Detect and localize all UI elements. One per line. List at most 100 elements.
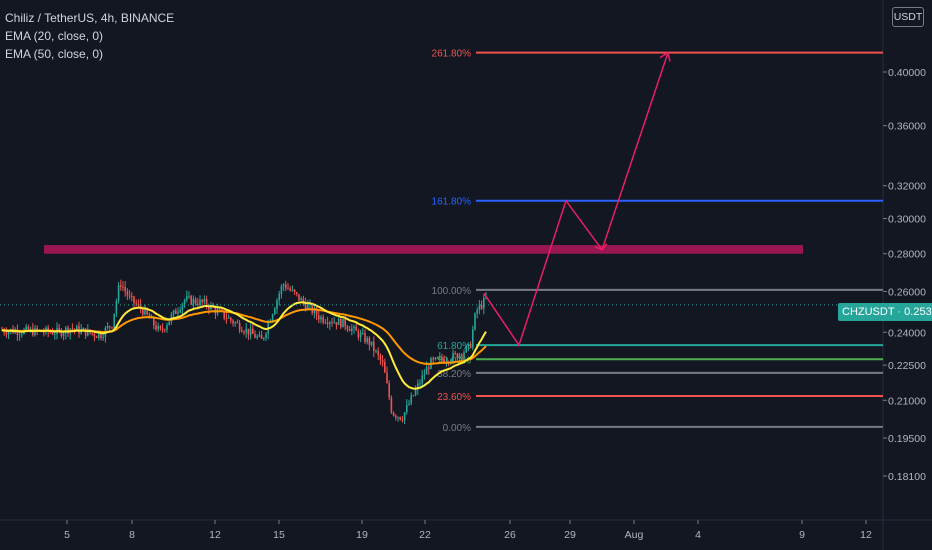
currency-badge[interactable]: USDT [892, 7, 924, 27]
time-tick-label: 22 [419, 529, 431, 541]
candle-body [179, 309, 181, 312]
candle-body [414, 389, 417, 396]
candle-body [131, 296, 133, 298]
candle-body [340, 318, 342, 328]
candle-body [337, 318, 340, 326]
candle-body [434, 357, 437, 360]
candle-body [285, 284, 287, 289]
candle-body [194, 298, 197, 304]
time-tick-label: 4 [695, 529, 701, 541]
candle-body [485, 297, 487, 299]
fib-level-label: 100.00% [432, 286, 472, 297]
candle-body [353, 326, 355, 329]
ema20-line [1, 301, 487, 390]
candle-body [203, 299, 206, 303]
candle-body [357, 330, 360, 338]
candle-body [208, 305, 210, 310]
candle-body [175, 310, 177, 314]
price-tick-label: 0.26000 [888, 286, 926, 298]
time-tick-label: 19 [356, 529, 368, 541]
candle-body [91, 333, 93, 335]
time-tick-label: 9 [799, 529, 805, 541]
candle-body [245, 328, 247, 333]
candle-body [166, 325, 168, 330]
candle-body [153, 317, 155, 326]
candle-body [71, 328, 74, 330]
candle-body [384, 362, 386, 373]
candle-body [331, 322, 333, 324]
candle-body [47, 327, 49, 332]
projection-path [483, 52, 669, 347]
candle-body [465, 346, 467, 353]
candle-body [474, 313, 476, 330]
candle-body [168, 321, 170, 326]
candle-body [483, 298, 485, 309]
candle-body [128, 295, 131, 297]
candle-body [73, 329, 76, 331]
time-tick-label: Aug [625, 529, 644, 541]
candle-body [84, 328, 87, 336]
candle-body [293, 289, 296, 293]
candle-body [58, 327, 60, 330]
candle-body [296, 292, 298, 295]
time-tick-label: 5 [64, 529, 70, 541]
fib-level-label: 61.80% [437, 341, 471, 352]
candle-body [190, 296, 192, 305]
candle-body [480, 304, 483, 309]
candle-body [252, 328, 254, 335]
candle-body [315, 308, 318, 316]
candle-body [469, 343, 472, 348]
ema50-line [1, 308, 487, 366]
candle-body [403, 412, 406, 421]
candle-body [346, 326, 349, 330]
candle-body [254, 334, 256, 338]
candle-body [192, 298, 195, 305]
candle-body [21, 333, 23, 335]
candle-body [320, 317, 322, 320]
candle-body [223, 310, 225, 319]
candle-body [362, 333, 364, 335]
candle-body [355, 326, 357, 331]
candle-body [205, 299, 208, 306]
price-tag-separator: · [897, 306, 905, 318]
candle-body [155, 325, 157, 330]
candlestick-series [1, 279, 487, 425]
candle-body [113, 313, 115, 328]
candle-body [256, 336, 258, 338]
candle-body [397, 417, 399, 419]
candle-body [241, 330, 243, 332]
price-tag-value: 0.25328 [904, 306, 932, 318]
candle-body [408, 403, 410, 405]
candle-body [432, 358, 434, 360]
candle-body [236, 322, 239, 324]
candle-body [425, 367, 428, 375]
candle-body [82, 328, 85, 330]
candle-body [161, 328, 164, 330]
price-tick-label: 0.24000 [888, 327, 926, 339]
candle-body [183, 299, 186, 305]
candle-body [87, 329, 89, 336]
candle-body [421, 375, 423, 384]
candle-body [377, 350, 379, 355]
candle-body [388, 383, 390, 398]
candle-body [271, 314, 274, 321]
time-tick-label: 29 [564, 529, 576, 541]
candle-body [274, 308, 276, 315]
candle-body [100, 334, 102, 339]
candle-body [27, 326, 30, 331]
candle-body [135, 303, 137, 305]
candle-body [456, 353, 459, 359]
candle-body [120, 285, 122, 287]
candle-body [98, 334, 100, 338]
fib-level-label: 0.00% [443, 423, 471, 434]
candle-body [117, 285, 120, 301]
candle-body [406, 404, 408, 413]
candle-body [287, 288, 289, 290]
candle-body [144, 308, 146, 315]
candle-body [443, 359, 445, 363]
candle-body [280, 286, 283, 294]
price-tick-label: 0.21000 [888, 395, 926, 407]
candle-body [452, 353, 454, 361]
candle-body [364, 333, 366, 343]
